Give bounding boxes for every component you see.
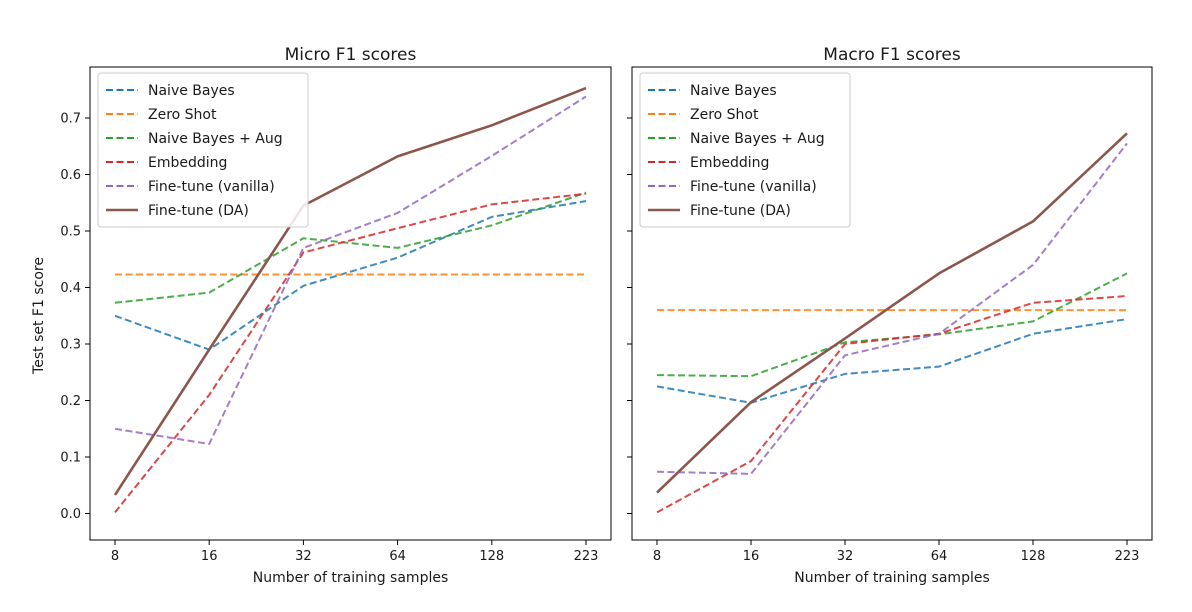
y-tick-label: 0.3 — [60, 338, 81, 353]
micro-axes-frame — [89, 66, 612, 541]
macro-panel: Macro F1 scores Number of training sample… — [627, 45, 1153, 586]
micro-legend: Naive Bayes Zero Shot Naive Bayes + Aug Emb… — [97, 72, 309, 228]
macro-legend-box — [639, 72, 851, 228]
y-tick-label: 0.1 — [60, 451, 81, 466]
y-tick-label: 0.0 — [60, 507, 81, 522]
micro-x-tick-label: 64 — [389, 549, 406, 564]
micro-x-tick-label: 128 — [479, 549, 504, 564]
macro-legend: Naive Bayes Zero Shot Naive Bayes + Aug Emb… — [639, 72, 851, 228]
micro-legend-label: Naive Bayes + Aug — [148, 131, 283, 147]
micro-title: Micro F1 scores — [285, 45, 417, 65]
micro-series-fine-tune-vanilla — [114, 95, 587, 445]
micro-x-axis-label: Number of training samples — [253, 570, 449, 586]
macro-series-naive-bayes — [656, 318, 1128, 404]
micro-series-naive-bayes-aug — [114, 191, 587, 304]
y-tick-label: 0.5 — [60, 225, 81, 240]
macro-series-fine-tune-vanilla — [656, 142, 1128, 475]
macro-legend-label: Naive Bayes + Aug — [690, 131, 825, 147]
micro-x-tick-label: 223 — [574, 549, 599, 564]
micro-legend-box — [97, 72, 309, 228]
micro-series-embedding — [114, 192, 587, 514]
micro-legend-label: Fine-tune (DA) — [148, 203, 249, 219]
macro-legend-label: Zero Shot — [690, 107, 759, 123]
macro-x-axis-label: Number of training samples — [794, 570, 990, 586]
macro-x-tick-label: 223 — [1115, 549, 1140, 564]
micro-panel: Micro F1 scores Number of training sample… — [31, 45, 612, 586]
macro-series-embedding — [656, 295, 1128, 514]
micro-series-fine-tune-da — [113, 86, 587, 496]
macro-x-tick-label: 64 — [931, 549, 948, 564]
micro-legend-label: Embedding — [148, 155, 227, 171]
y-tick-label: 0.6 — [60, 168, 81, 183]
macro-series-fine-tune-da — [656, 132, 1128, 494]
micro-x-tick-label: 32 — [295, 549, 312, 564]
micro-legend-label: Zero Shot — [148, 107, 217, 123]
micro-legend-label: Naive Bayes — [148, 83, 235, 99]
macro-title: Macro F1 scores — [823, 45, 961, 65]
macro-series-naive-bayes-aug — [656, 272, 1128, 378]
macro-legend-label: Fine-tune (DA) — [690, 203, 791, 219]
macro-x-tick-label: 128 — [1021, 549, 1046, 564]
macro-axes-frame — [631, 66, 1153, 541]
macro-x-tick-label: 32 — [837, 549, 854, 564]
macro-x-tick-label: 16 — [743, 549, 760, 564]
y-tick-label: 0.2 — [60, 394, 81, 409]
macro-legend-label: Fine-tune (vanilla) — [690, 179, 817, 195]
macro-x-tick-label: 8 — [653, 549, 661, 564]
micro-x-tick-label: 8 — [111, 549, 119, 564]
y-tick-label: 0.4 — [60, 281, 81, 296]
macro-legend-label: Naive Bayes — [690, 83, 777, 99]
macro-legend-label: Embedding — [690, 155, 769, 171]
micro-legend-label: Fine-tune (vanilla) — [148, 179, 275, 195]
y-tick-label: 0.7 — [60, 112, 81, 127]
micro-x-tick-label: 16 — [201, 549, 218, 564]
y-axis-label: Test set F1 score — [31, 257, 47, 375]
micro-series-naive-bayes — [114, 200, 587, 351]
